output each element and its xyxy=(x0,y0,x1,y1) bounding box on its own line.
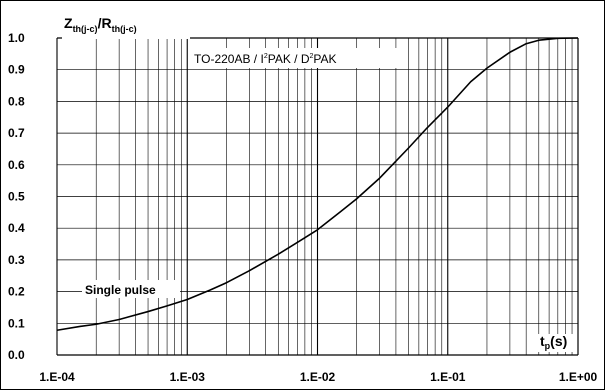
y-tick-label: 1.0 xyxy=(8,31,25,45)
x-tick-labels: 1.E-04 1.E-03 1.E-02 1.E-01 1.E+00 xyxy=(39,370,597,384)
y-tick-label: 0.2 xyxy=(8,285,25,299)
x-label-background xyxy=(538,334,576,352)
chart-title: Zth(j-c)/Rth(j-c) xyxy=(64,15,137,34)
series-annotation-background xyxy=(82,280,180,298)
package-label-background xyxy=(191,48,401,68)
x-tick-label: 1.E-04 xyxy=(39,370,75,384)
package-label: TO-220AB / I2PAK / D2PAK xyxy=(194,52,337,66)
y-tick-label: 0.9 xyxy=(8,63,25,77)
package-label-sup1: 2 xyxy=(264,53,268,60)
y-tick-label: 0.3 xyxy=(8,253,25,267)
x-label-main: t xyxy=(540,333,545,349)
title-main-1: Z xyxy=(64,15,73,31)
title-slash: / xyxy=(98,15,102,31)
y-tick-label: 0.1 xyxy=(8,316,25,330)
y-tick-label: 0.6 xyxy=(8,158,25,172)
title-main-2: R xyxy=(101,15,111,31)
x-tick-label: 1.E-01 xyxy=(430,370,466,384)
package-label-part1: TO-220AB / I xyxy=(194,52,264,66)
x-axis-label: tp(s) xyxy=(540,333,567,351)
series-line xyxy=(56,37,579,332)
x-label-sub: p xyxy=(545,341,551,351)
y-tick-label: 0.4 xyxy=(8,221,25,235)
x-label-rest: (s) xyxy=(550,333,567,349)
y-tick-label: 0.8 xyxy=(8,94,25,108)
package-label-part2: PAK / D xyxy=(268,52,310,66)
y-tick-label: 0.7 xyxy=(8,126,25,140)
title-sub-2: th(j-c) xyxy=(112,24,137,34)
package-label-part3: PAK xyxy=(313,52,336,66)
x-tick-label: 1.E-03 xyxy=(170,370,206,384)
package-label-sup2: 2 xyxy=(310,53,314,60)
curve-layer xyxy=(56,37,579,332)
x-tick-label: 1.E+00 xyxy=(559,370,598,384)
title-sub-1: th(j-c) xyxy=(73,24,98,34)
title-background xyxy=(62,5,190,39)
y-tick-labels: 0.0 0.1 0.2 0.3 0.4 0.5 0.6 0.7 0.8 0.9 1.0 xyxy=(8,31,25,362)
series-annotation: Single pulse xyxy=(85,283,156,297)
grid xyxy=(56,37,579,356)
x-tick-label: 1.E-02 xyxy=(300,370,336,384)
y-tick-label: 0.0 xyxy=(8,348,25,362)
y-tick-label: 0.5 xyxy=(8,190,25,204)
